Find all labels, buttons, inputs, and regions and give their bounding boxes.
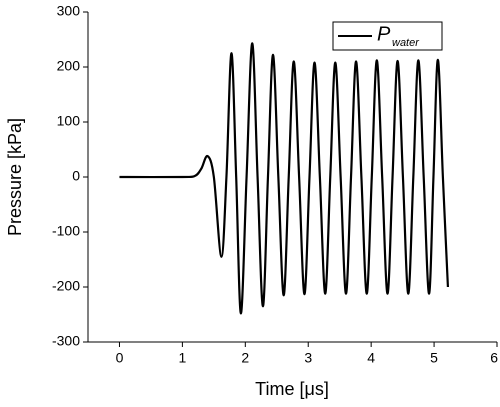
x-tick-label: 0 bbox=[116, 350, 124, 366]
x-tick-label: 5 bbox=[430, 350, 438, 366]
x-tick-label: 1 bbox=[178, 350, 186, 366]
y-tick-label: 0 bbox=[72, 168, 80, 184]
x-tick-label: 6 bbox=[490, 350, 498, 366]
data-line bbox=[119, 42, 450, 315]
x-tick-label: 3 bbox=[304, 350, 312, 366]
y-tick-label: -200 bbox=[52, 278, 80, 294]
y-tick-label: 300 bbox=[57, 3, 81, 19]
legend-label: P bbox=[377, 23, 391, 45]
x-axis-label: Time [μs] bbox=[255, 379, 329, 399]
x-tick-label: 4 bbox=[367, 350, 375, 366]
y-tick-label: 200 bbox=[57, 58, 81, 74]
legend: P water bbox=[332, 21, 443, 51]
y-tick-label: 100 bbox=[57, 113, 81, 129]
legend-subscript: water bbox=[392, 37, 420, 49]
y-axis-label: Pressure [kPa] bbox=[5, 118, 25, 236]
y-tick-label: -100 bbox=[52, 223, 80, 239]
x-tick-label: 2 bbox=[241, 350, 249, 366]
y-tick-label: -300 bbox=[52, 333, 80, 349]
